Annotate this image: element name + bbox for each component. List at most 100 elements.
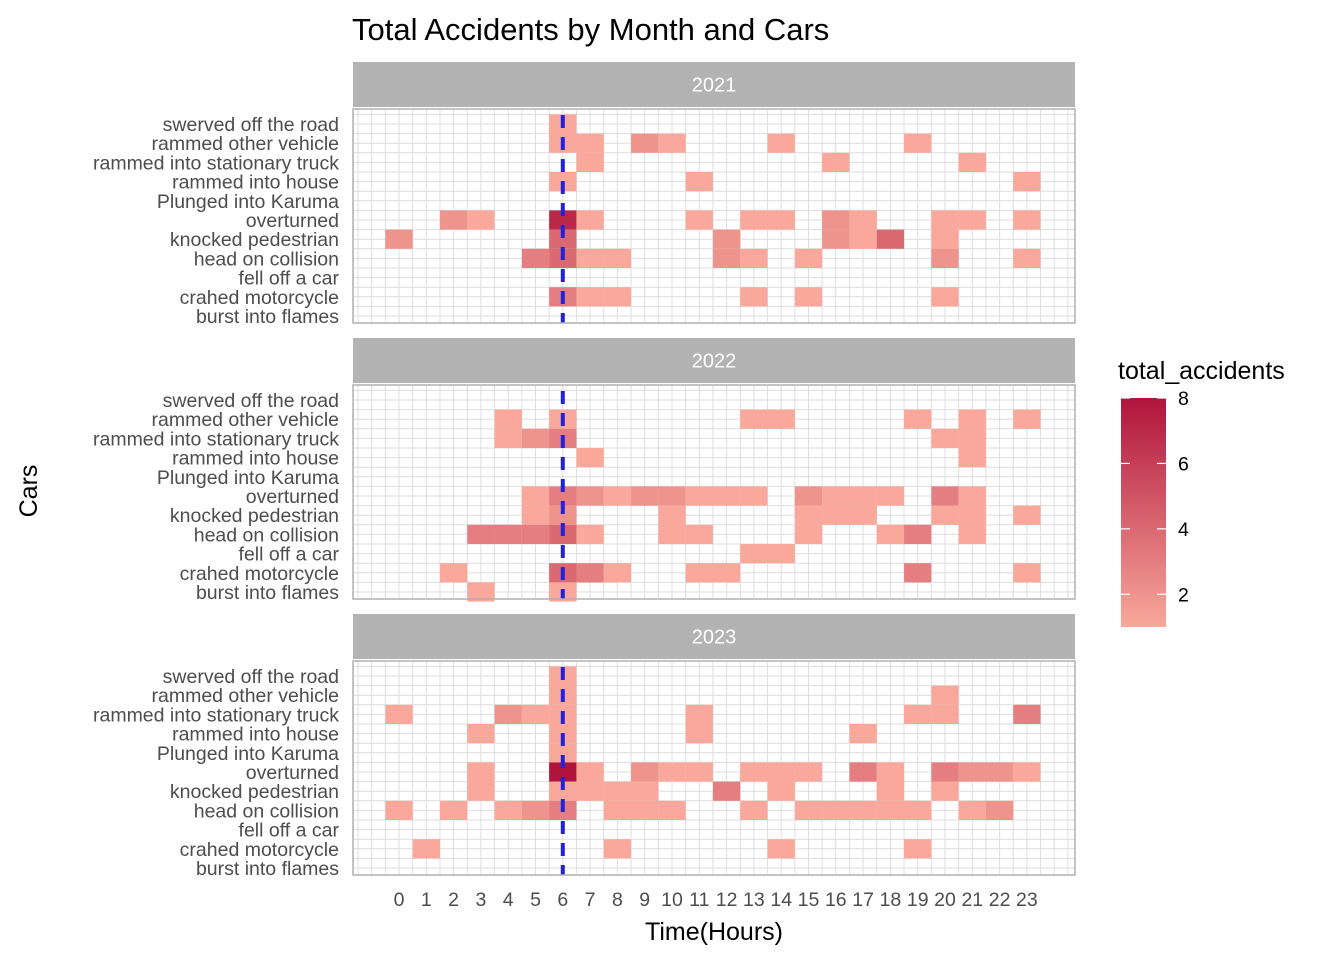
heatmap-tile	[576, 248, 604, 268]
heatmap-tile	[712, 486, 741, 506]
heatmap-tile	[822, 152, 850, 172]
color-legend: total_accidents 2 4 6 8	[1118, 357, 1285, 627]
heatmap-tile	[767, 409, 795, 429]
panel-border	[352, 108, 1076, 324]
panel-border	[352, 384, 1076, 600]
x-tick-label: 17	[852, 889, 874, 911]
heatmap-tile	[794, 248, 823, 268]
heatmap-tile	[385, 229, 413, 249]
y-tick-label: rammed other vehicle	[152, 133, 340, 155]
heatmap-tile	[904, 409, 932, 429]
heatmap-tile	[603, 486, 632, 506]
heatmap-tile	[904, 133, 932, 153]
heatmap-tile	[1013, 762, 1041, 782]
heatmap-tile	[494, 704, 522, 724]
heatmap-tile	[1013, 248, 1041, 268]
heatmap-tile	[685, 563, 713, 583]
heatmap-tile	[931, 486, 959, 506]
facet-strip-label: 2022	[692, 351, 737, 373]
heatmap-tile	[685, 704, 713, 724]
heatmap-tile	[958, 762, 986, 782]
heatmap-tile	[385, 800, 413, 820]
heatmap-tile	[685, 724, 713, 744]
x-tick-label: 20	[934, 889, 956, 911]
y-tick-label: swerved off the road	[163, 390, 339, 412]
heatmap-tile	[876, 229, 905, 249]
heatmap-tile	[439, 210, 468, 230]
heatmap-tile	[549, 229, 577, 249]
heatmap-tile	[439, 563, 468, 583]
heatmap-tile	[576, 152, 604, 172]
heatmap-tile	[740, 287, 768, 307]
heatmap-tile	[958, 210, 986, 230]
heatmap-tile	[794, 762, 823, 782]
legend-tick-label: 6	[1178, 453, 1189, 475]
heatmap-tile	[767, 762, 795, 782]
heatmap-tile	[603, 839, 632, 859]
heatmap-tile	[412, 839, 440, 859]
heatmap-tile	[794, 287, 823, 307]
x-tick-label: 9	[639, 889, 650, 911]
x-tick-label: 21	[961, 889, 983, 911]
heatmap-tile	[794, 524, 823, 544]
heatmap-tile	[521, 524, 550, 544]
x-tick-label: 11	[689, 889, 709, 911]
heatmap-tile	[549, 486, 577, 506]
heatmap-tile	[958, 152, 986, 172]
heatmap-tile	[467, 724, 495, 744]
heatmap-tile	[822, 486, 850, 506]
heatmap-tile	[658, 762, 686, 782]
heatmap-tile	[849, 762, 877, 782]
facet-strip	[353, 614, 1075, 659]
heatmap-tile	[685, 524, 713, 544]
heatmap-tile	[494, 409, 522, 429]
x-tick-label: 12	[716, 889, 738, 911]
y-tick-label: rammed into stationary truck	[93, 152, 339, 174]
heatmap-tile	[767, 544, 795, 564]
heatmap-tile	[767, 781, 795, 801]
heatmap-tile	[958, 448, 986, 468]
heatmap-tile	[439, 800, 468, 820]
heatmap-tile	[876, 800, 905, 820]
heatmap-tile	[931, 505, 959, 525]
heatmap-tile	[931, 704, 959, 724]
y-tick-label: knocked pedestrian	[170, 505, 339, 527]
y-tick-label: head on collision	[194, 800, 339, 822]
y-tick-label: rammed into house	[172, 448, 339, 470]
x-tick-label: 14	[770, 889, 792, 911]
heatmap-tile	[658, 486, 686, 506]
heatmap-tile	[904, 839, 932, 859]
legend-ticks: 2 4 6 8	[1121, 388, 1189, 606]
facet-strip-label: 2021	[692, 75, 737, 97]
heatmap-tile	[740, 486, 768, 506]
heatmap-tile	[658, 133, 686, 153]
heatmap-tile	[876, 486, 905, 506]
heatmap-tile	[904, 800, 932, 820]
heatmap-tile	[576, 287, 604, 307]
heatmap-tile	[849, 800, 877, 820]
y-tick-label: knocked pedestrian	[170, 781, 339, 803]
heatmap-tile	[958, 409, 986, 429]
heatmap-tile	[631, 486, 659, 506]
heatmap-tile	[576, 762, 604, 782]
heatmap-tile	[822, 800, 850, 820]
chart-title: Total Accidents by Month and Cars	[352, 12, 829, 47]
x-tick-label: 4	[503, 889, 514, 911]
heatmap-tile	[849, 229, 877, 249]
heatmap-tile	[685, 172, 713, 192]
heatmap-tile	[822, 505, 850, 525]
heatmap-tile	[958, 486, 986, 506]
heatmap-tile	[740, 800, 768, 820]
x-tick-label: 13	[743, 889, 765, 911]
heatmap-tile	[876, 762, 905, 782]
heatmap-tile	[767, 839, 795, 859]
heatmap-tile	[603, 781, 632, 801]
heatmap-tile	[1013, 210, 1041, 230]
heatmap-tile	[385, 704, 413, 724]
heatmap-tile	[494, 428, 522, 448]
